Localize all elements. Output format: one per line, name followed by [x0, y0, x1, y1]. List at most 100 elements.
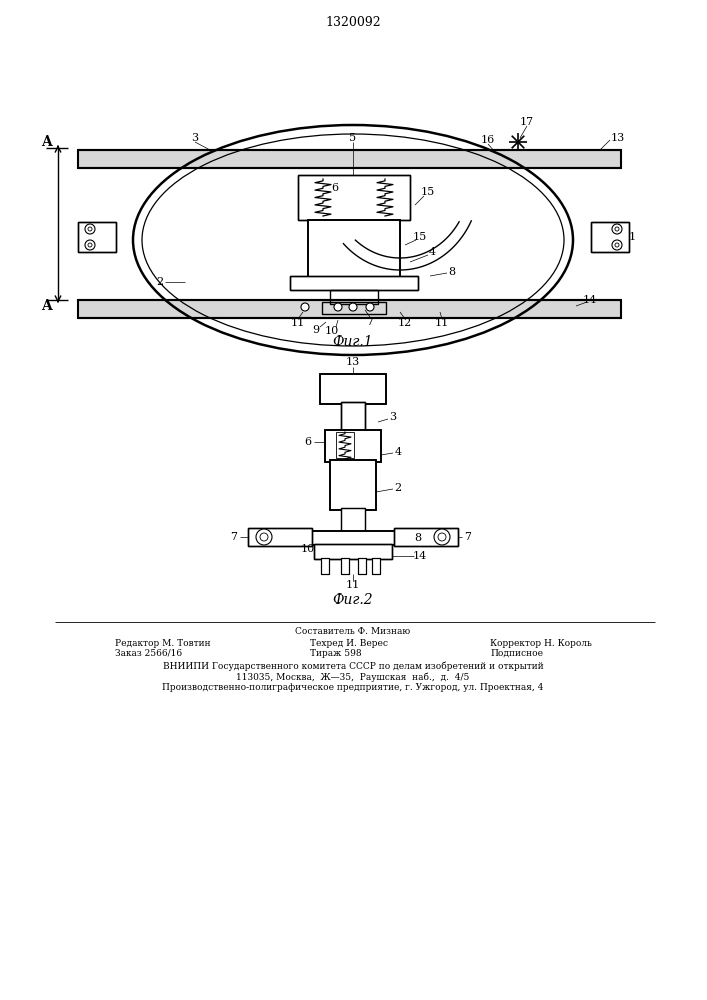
Bar [298, 175, 410, 220]
Text: 2: 2 [156, 277, 163, 287]
Bar [78, 222, 116, 252]
Text: 113035, Москва,  Ж—35,  Раушская  наб.,  д.  4/5: 113035, Москва, Ж—35, Раушская наб., д. … [236, 672, 469, 682]
Circle shape [615, 227, 619, 231]
Circle shape [301, 303, 309, 311]
Bar [341, 558, 349, 574]
Bar [341, 508, 365, 534]
Text: 11: 11 [346, 580, 360, 590]
Text: Редактор М. Товтин: Редактор М. Товтин [115, 639, 211, 648]
Bar [78, 222, 116, 252]
Bar [308, 531, 398, 545]
Bar [394, 528, 458, 546]
Text: 6: 6 [305, 437, 312, 447]
Bar [298, 175, 410, 220]
Bar [358, 558, 366, 574]
Text: Подписное: Подписное [490, 648, 543, 658]
Text: A: A [40, 135, 52, 149]
Text: 15: 15 [413, 232, 427, 242]
Bar [248, 528, 312, 546]
Text: 11: 11 [291, 318, 305, 328]
Bar [320, 374, 386, 404]
Text: 4: 4 [395, 447, 402, 457]
Bar [336, 432, 354, 458]
Bar [320, 374, 386, 404]
Bar [290, 276, 418, 290]
Text: 7: 7 [464, 532, 472, 542]
Text: Тираж 598: Тираж 598 [310, 648, 361, 658]
Circle shape [438, 533, 446, 541]
Circle shape [615, 243, 619, 247]
Bar [78, 150, 621, 168]
Bar [394, 528, 458, 546]
Circle shape [85, 224, 95, 234]
Text: Фиг.2: Фиг.2 [333, 593, 373, 607]
Text: 13: 13 [346, 357, 360, 367]
Text: 11: 11 [435, 318, 449, 328]
Text: 3: 3 [390, 412, 397, 422]
Bar [321, 558, 329, 574]
Bar [290, 276, 418, 290]
Text: 17: 17 [520, 117, 534, 127]
Bar [308, 220, 400, 278]
Bar [325, 430, 381, 462]
Bar [314, 544, 392, 559]
Text: 10: 10 [301, 544, 315, 554]
Text: A: A [40, 299, 52, 313]
Text: Корректор Н. Король: Корректор Н. Король [490, 639, 592, 648]
Text: Составитель Ф. Мизнаю: Составитель Ф. Мизнаю [296, 628, 411, 637]
Circle shape [88, 243, 92, 247]
Text: 5: 5 [349, 133, 356, 143]
Text: 6: 6 [332, 183, 339, 193]
Bar [591, 222, 629, 252]
Text: ВНИИПИ Государственного комитета СССР по делам изобретений и открытий: ВНИИПИ Государственного комитета СССР по… [163, 661, 544, 671]
Bar [591, 222, 629, 252]
Text: Техред И. Верес: Техред И. Верес [310, 639, 388, 648]
Bar [358, 558, 366, 574]
Text: 13: 13 [611, 133, 625, 143]
Text: 4: 4 [428, 247, 436, 257]
Bar [341, 402, 365, 432]
Bar [308, 531, 398, 545]
Bar [330, 460, 376, 510]
Text: 7: 7 [366, 317, 373, 327]
Bar [321, 558, 329, 574]
Circle shape [334, 303, 342, 311]
Bar [78, 300, 621, 318]
Circle shape [612, 240, 622, 250]
Text: 16: 16 [481, 135, 495, 145]
Text: Заказ 2566/16: Заказ 2566/16 [115, 648, 182, 658]
Text: 15: 15 [421, 187, 435, 197]
Bar [341, 402, 365, 432]
Bar [330, 460, 376, 510]
Circle shape [260, 533, 268, 541]
Text: 8: 8 [448, 267, 455, 277]
Circle shape [256, 529, 272, 545]
Text: 9: 9 [312, 325, 320, 335]
Text: 12: 12 [398, 318, 412, 328]
Bar [372, 558, 380, 574]
Bar [341, 558, 349, 574]
Bar [314, 544, 392, 559]
Text: Фиг.1: Фиг.1 [333, 335, 373, 349]
Circle shape [85, 240, 95, 250]
Text: 2: 2 [395, 483, 402, 493]
Text: 10: 10 [325, 326, 339, 336]
Circle shape [434, 529, 450, 545]
Text: 1320092: 1320092 [325, 15, 381, 28]
Text: 3: 3 [192, 133, 199, 143]
Circle shape [88, 227, 92, 231]
Circle shape [349, 303, 357, 311]
Text: 1: 1 [629, 232, 636, 242]
Bar [341, 508, 365, 534]
Circle shape [612, 224, 622, 234]
Text: 14: 14 [583, 295, 597, 305]
Circle shape [366, 303, 374, 311]
Bar [372, 558, 380, 574]
Text: 14: 14 [413, 551, 427, 561]
Text: 8: 8 [414, 533, 421, 543]
Bar [330, 290, 378, 304]
Text: Производственно-полиграфическое предприятие, г. Ужгород, ул. Проектная, 4: Производственно-полиграфическое предприя… [163, 684, 544, 692]
Bar [325, 430, 381, 462]
Text: 7: 7 [230, 532, 238, 542]
Bar [248, 528, 312, 546]
